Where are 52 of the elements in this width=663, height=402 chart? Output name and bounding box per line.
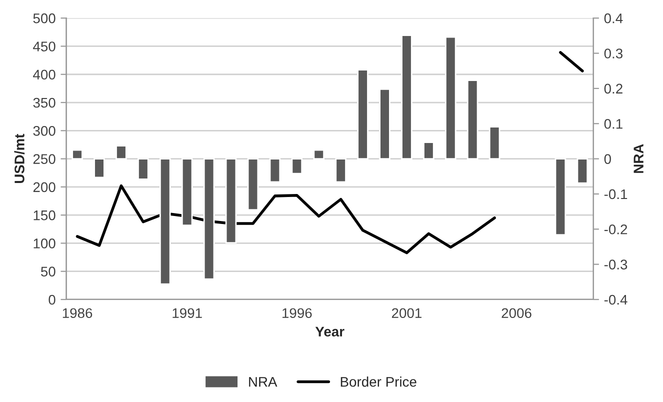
y-tick-label: 300 <box>33 126 56 136</box>
bar <box>247 158 259 210</box>
y-tick-label: 50 <box>40 266 56 277</box>
bar <box>181 158 193 226</box>
bar <box>576 158 588 184</box>
y2-tick-label: -0.3 <box>604 260 628 270</box>
x-tick-label: 2001 <box>392 308 422 318</box>
x-tick-label: 1986 <box>62 308 92 318</box>
x-tick-label: 1991 <box>172 308 202 318</box>
y-tick-label: 500 <box>33 13 56 24</box>
bar <box>291 158 303 174</box>
bar <box>313 149 324 160</box>
bar <box>335 158 346 183</box>
legend-label: NRA <box>249 377 278 387</box>
y-tick-label: 150 <box>34 210 56 220</box>
y-tick-label: 100 <box>34 238 56 248</box>
bar <box>554 158 566 236</box>
bar <box>269 158 281 183</box>
x-tick-label: 1996 <box>282 308 312 318</box>
y-tick-label: 450 <box>33 42 56 52</box>
y-tick-label: 0 <box>48 294 56 305</box>
bar <box>444 36 456 160</box>
x-tick-label: 2006 <box>502 308 532 318</box>
y2-tick-label: 0.4 <box>604 13 623 24</box>
bar <box>94 158 105 178</box>
bar <box>488 126 500 160</box>
bar <box>72 149 83 160</box>
y2-tick-label: 0.1 <box>604 118 622 129</box>
y-tick-label: 200 <box>33 182 56 192</box>
y2-tick-label: -0.1 <box>604 189 628 200</box>
y2-tick-label: 0.2 <box>604 84 622 94</box>
y-tick-label: 350 <box>33 98 56 108</box>
y2-tick-label: 0.3 <box>604 48 622 58</box>
bar <box>423 142 434 160</box>
y2-tick-label: 0 <box>604 154 611 164</box>
y2-tick-label: -0.4 <box>604 294 628 305</box>
bar <box>159 158 171 285</box>
bar <box>379 88 390 160</box>
y-tick-label: 400 <box>33 70 56 80</box>
y-tick-label: 250 <box>33 154 56 164</box>
y-axis-title: USD/mt <box>14 134 25 184</box>
y2-tick-label: -0.2 <box>604 224 628 234</box>
bar <box>357 69 368 160</box>
bar <box>203 158 215 280</box>
bar <box>466 80 478 160</box>
x-axis-title: Year <box>315 326 344 337</box>
bar <box>401 34 412 160</box>
bar <box>138 158 149 180</box>
y2-axis-title: NRA <box>634 144 644 173</box>
bar <box>225 158 237 244</box>
legend-label: Border Price <box>340 376 416 387</box>
bar <box>116 145 127 160</box>
